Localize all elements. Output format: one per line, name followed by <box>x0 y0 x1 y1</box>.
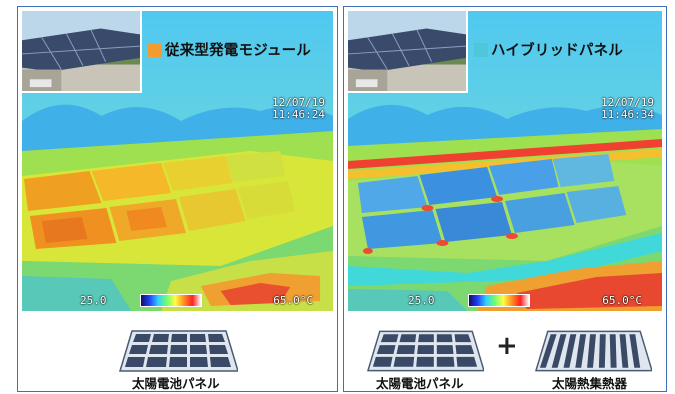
module-photo <box>22 11 142 93</box>
timestamp: 12/07/19 11:46:34 <box>601 97 654 121</box>
timestamp-time: 11:46:34 <box>601 108 654 121</box>
caption-solar-panel: 太陽電池パネル <box>132 376 220 391</box>
thermal-image-hybrid: ハイブリッドパネル 12/07/19 11:46:34 25.0 65.0°C <box>348 11 662 311</box>
panel-title-text: ハイブリッドパネル <box>491 43 624 59</box>
plus-icon: + <box>496 331 518 361</box>
timestamp-date: 12/07/19 <box>272 96 325 109</box>
title-marker <box>148 42 162 57</box>
color-scale-bar <box>140 294 202 307</box>
module-diagram: + 太陽電池パネル 太陽熱集熱器 <box>344 317 666 391</box>
temperature-scale: 25.0 65.0°C <box>22 293 333 309</box>
temperature-scale: 25.0 65.0°C <box>348 293 662 309</box>
caption-solar-panel: 太陽電池パネル <box>376 376 464 391</box>
thermal-image-conventional: 従来型発電モジュール 12/07/19 11:46:24 25.0 65.0°C <box>22 11 333 311</box>
title-marker <box>474 42 488 57</box>
color-scale-bar <box>468 294 530 307</box>
module-hotspots <box>23 151 296 249</box>
timestamp-date: 12/07/19 <box>601 96 654 109</box>
panel-title-text: 従来型発電モジュール <box>165 43 311 59</box>
module-photo <box>348 11 468 93</box>
solar-panel-icon <box>366 329 484 373</box>
timestamp: 12/07/19 11:46:24 <box>272 97 325 121</box>
conventional-module-panel: 従来型発電モジュール 12/07/19 11:46:24 25.0 65.0°C <box>17 6 338 392</box>
panel-title: ハイブリッドパネル <box>474 39 623 60</box>
solar-panel-icon <box>118 329 238 373</box>
panel-title: 従来型発電モジュール <box>148 39 311 60</box>
caption-solar-collector: 太陽熱集熱器 <box>552 376 628 391</box>
timestamp-time: 11:46:24 <box>272 108 325 121</box>
module-diagram: 太陽電池パネル <box>18 317 337 391</box>
hybrid-panel: ハイブリッドパネル 12/07/19 11:46:34 25.0 65.0°C <box>343 6 667 392</box>
scale-max-label: 65.0°C <box>273 294 313 307</box>
module-coolspots <box>357 154 627 249</box>
scale-max-label: 65.0°C <box>602 294 642 307</box>
scale-min-label: 25.0 <box>408 294 435 307</box>
thermal-heatmap <box>22 11 333 311</box>
solar-collector-icon <box>534 329 652 373</box>
scale-min-label: 25.0 <box>80 294 107 307</box>
